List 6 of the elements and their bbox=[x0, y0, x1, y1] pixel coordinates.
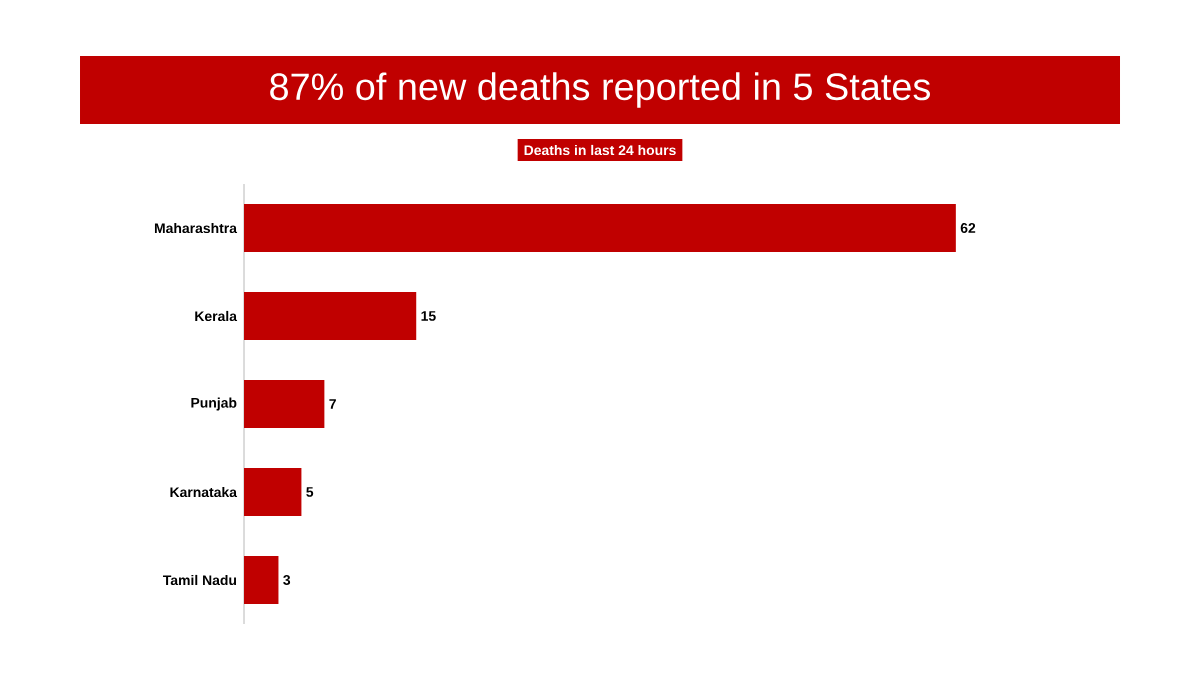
bar bbox=[244, 556, 279, 605]
bar bbox=[244, 292, 417, 341]
bar bbox=[244, 468, 302, 517]
bar bbox=[244, 380, 325, 429]
bar bbox=[244, 204, 956, 253]
chart-title: 87% of new deaths reported in 5 States bbox=[270, 72, 930, 108]
